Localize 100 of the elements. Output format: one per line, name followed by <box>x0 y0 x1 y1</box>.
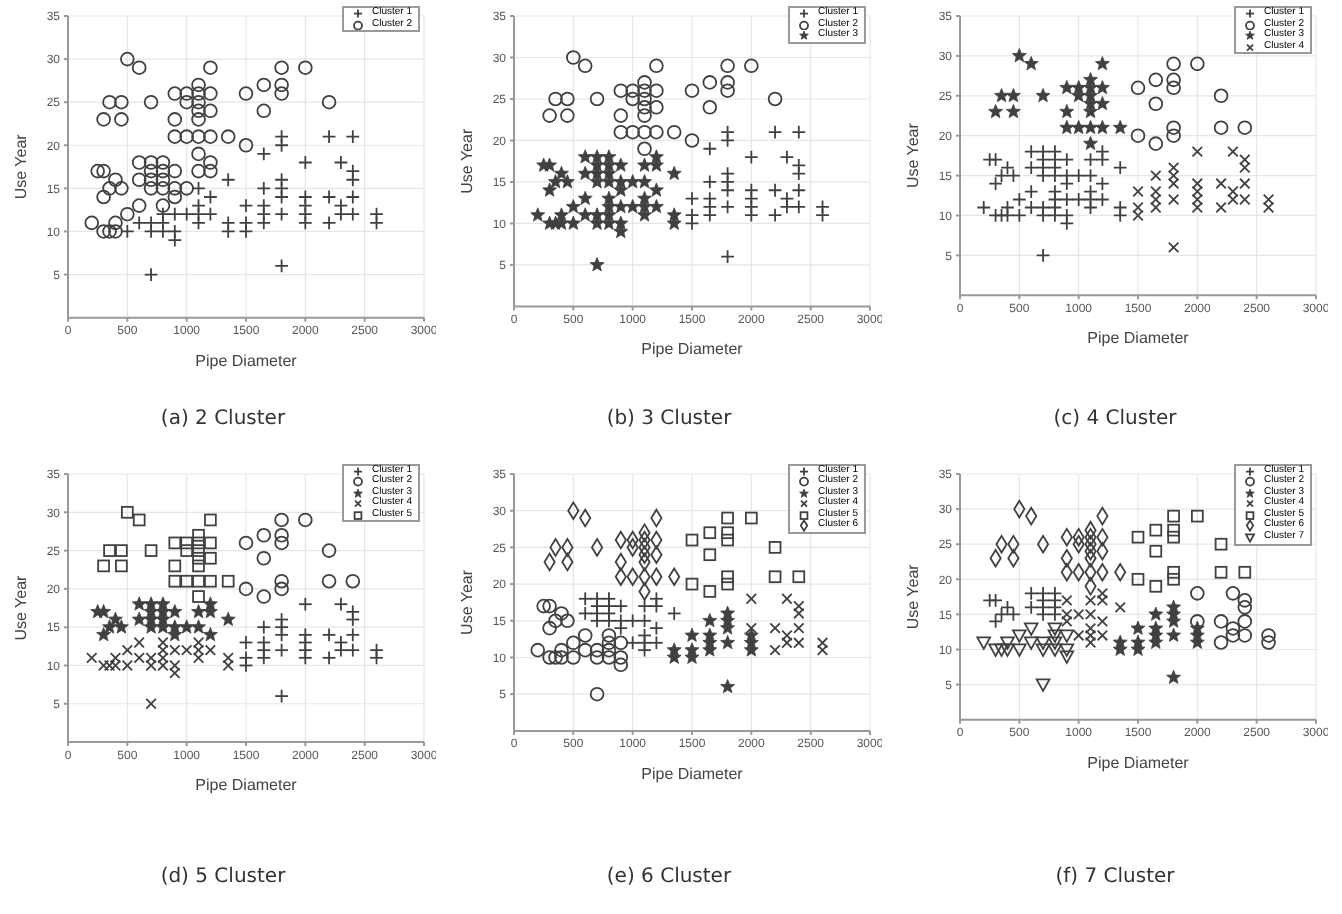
point <box>577 149 593 164</box>
y-axis-title: Use Year <box>457 128 476 194</box>
point <box>1149 543 1163 557</box>
point <box>637 99 652 115</box>
point <box>613 634 629 650</box>
point <box>1149 578 1163 592</box>
point <box>131 595 147 610</box>
point <box>744 58 759 74</box>
point <box>1130 619 1146 634</box>
point <box>649 99 664 115</box>
point <box>144 543 158 556</box>
point <box>203 626 218 641</box>
point <box>321 572 337 588</box>
point <box>167 603 183 618</box>
point <box>1047 635 1063 649</box>
point <box>613 83 629 98</box>
point <box>96 603 111 618</box>
point <box>1167 508 1180 522</box>
point <box>613 649 629 664</box>
point <box>192 573 205 587</box>
text: (b) 3 Cluster <box>604 408 734 430</box>
point <box>1035 88 1051 103</box>
point <box>1167 522 1180 536</box>
point <box>637 75 652 90</box>
point <box>1006 103 1021 119</box>
point <box>192 589 205 602</box>
point <box>666 124 682 140</box>
point <box>554 641 569 657</box>
point <box>625 91 640 107</box>
point <box>103 543 116 556</box>
point <box>994 642 1009 656</box>
point <box>560 91 575 107</box>
point <box>155 595 171 610</box>
point <box>204 535 217 549</box>
point <box>566 50 581 65</box>
point <box>613 199 629 214</box>
point <box>274 526 289 542</box>
point <box>168 535 182 549</box>
point <box>548 174 563 189</box>
point <box>768 569 782 583</box>
point <box>1047 628 1063 642</box>
point <box>1148 605 1164 620</box>
point <box>1166 668 1181 683</box>
point <box>684 83 700 98</box>
point <box>666 207 682 222</box>
point <box>649 199 664 214</box>
point <box>530 641 546 657</box>
point <box>1213 634 1229 649</box>
point <box>1190 613 1205 628</box>
point <box>274 511 289 527</box>
point <box>1095 119 1110 135</box>
point <box>566 649 581 664</box>
point <box>589 91 605 107</box>
point <box>1237 627 1253 642</box>
point <box>702 75 718 90</box>
point <box>601 149 617 164</box>
point <box>1148 96 1164 112</box>
point <box>577 190 593 205</box>
point <box>1238 564 1252 578</box>
point <box>703 525 717 539</box>
point <box>720 75 735 90</box>
point <box>168 573 182 587</box>
point <box>1261 634 1276 649</box>
point <box>565 199 581 214</box>
point <box>613 656 629 672</box>
point <box>1035 677 1051 691</box>
point <box>721 525 734 539</box>
point <box>1059 80 1075 95</box>
point <box>542 597 557 613</box>
point <box>720 678 735 693</box>
point <box>542 649 557 664</box>
point <box>1213 88 1229 104</box>
point <box>554 649 569 664</box>
point <box>1011 48 1027 63</box>
point <box>321 542 337 557</box>
point <box>1000 642 1015 656</box>
point <box>191 603 206 618</box>
point <box>97 558 110 572</box>
point <box>256 588 272 603</box>
point <box>115 558 128 572</box>
point <box>1237 120 1253 135</box>
point <box>625 174 641 189</box>
x-axis-title: Pipe Diameter <box>1087 329 1190 348</box>
point <box>994 88 1009 103</box>
point <box>120 504 134 518</box>
point <box>1237 599 1253 614</box>
point <box>720 83 735 98</box>
point <box>1166 56 1181 72</box>
point <box>1059 642 1075 656</box>
point <box>720 634 735 649</box>
point <box>637 91 652 107</box>
point <box>554 207 569 222</box>
point <box>976 635 992 649</box>
point <box>589 174 605 189</box>
point <box>589 685 605 701</box>
y-axis-title: Use Year <box>11 133 30 200</box>
point <box>566 634 581 650</box>
point <box>191 618 206 633</box>
point <box>1012 628 1027 642</box>
point <box>256 549 272 565</box>
